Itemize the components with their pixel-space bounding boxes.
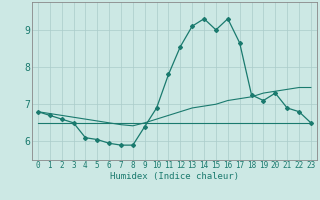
X-axis label: Humidex (Indice chaleur): Humidex (Indice chaleur): [110, 172, 239, 181]
